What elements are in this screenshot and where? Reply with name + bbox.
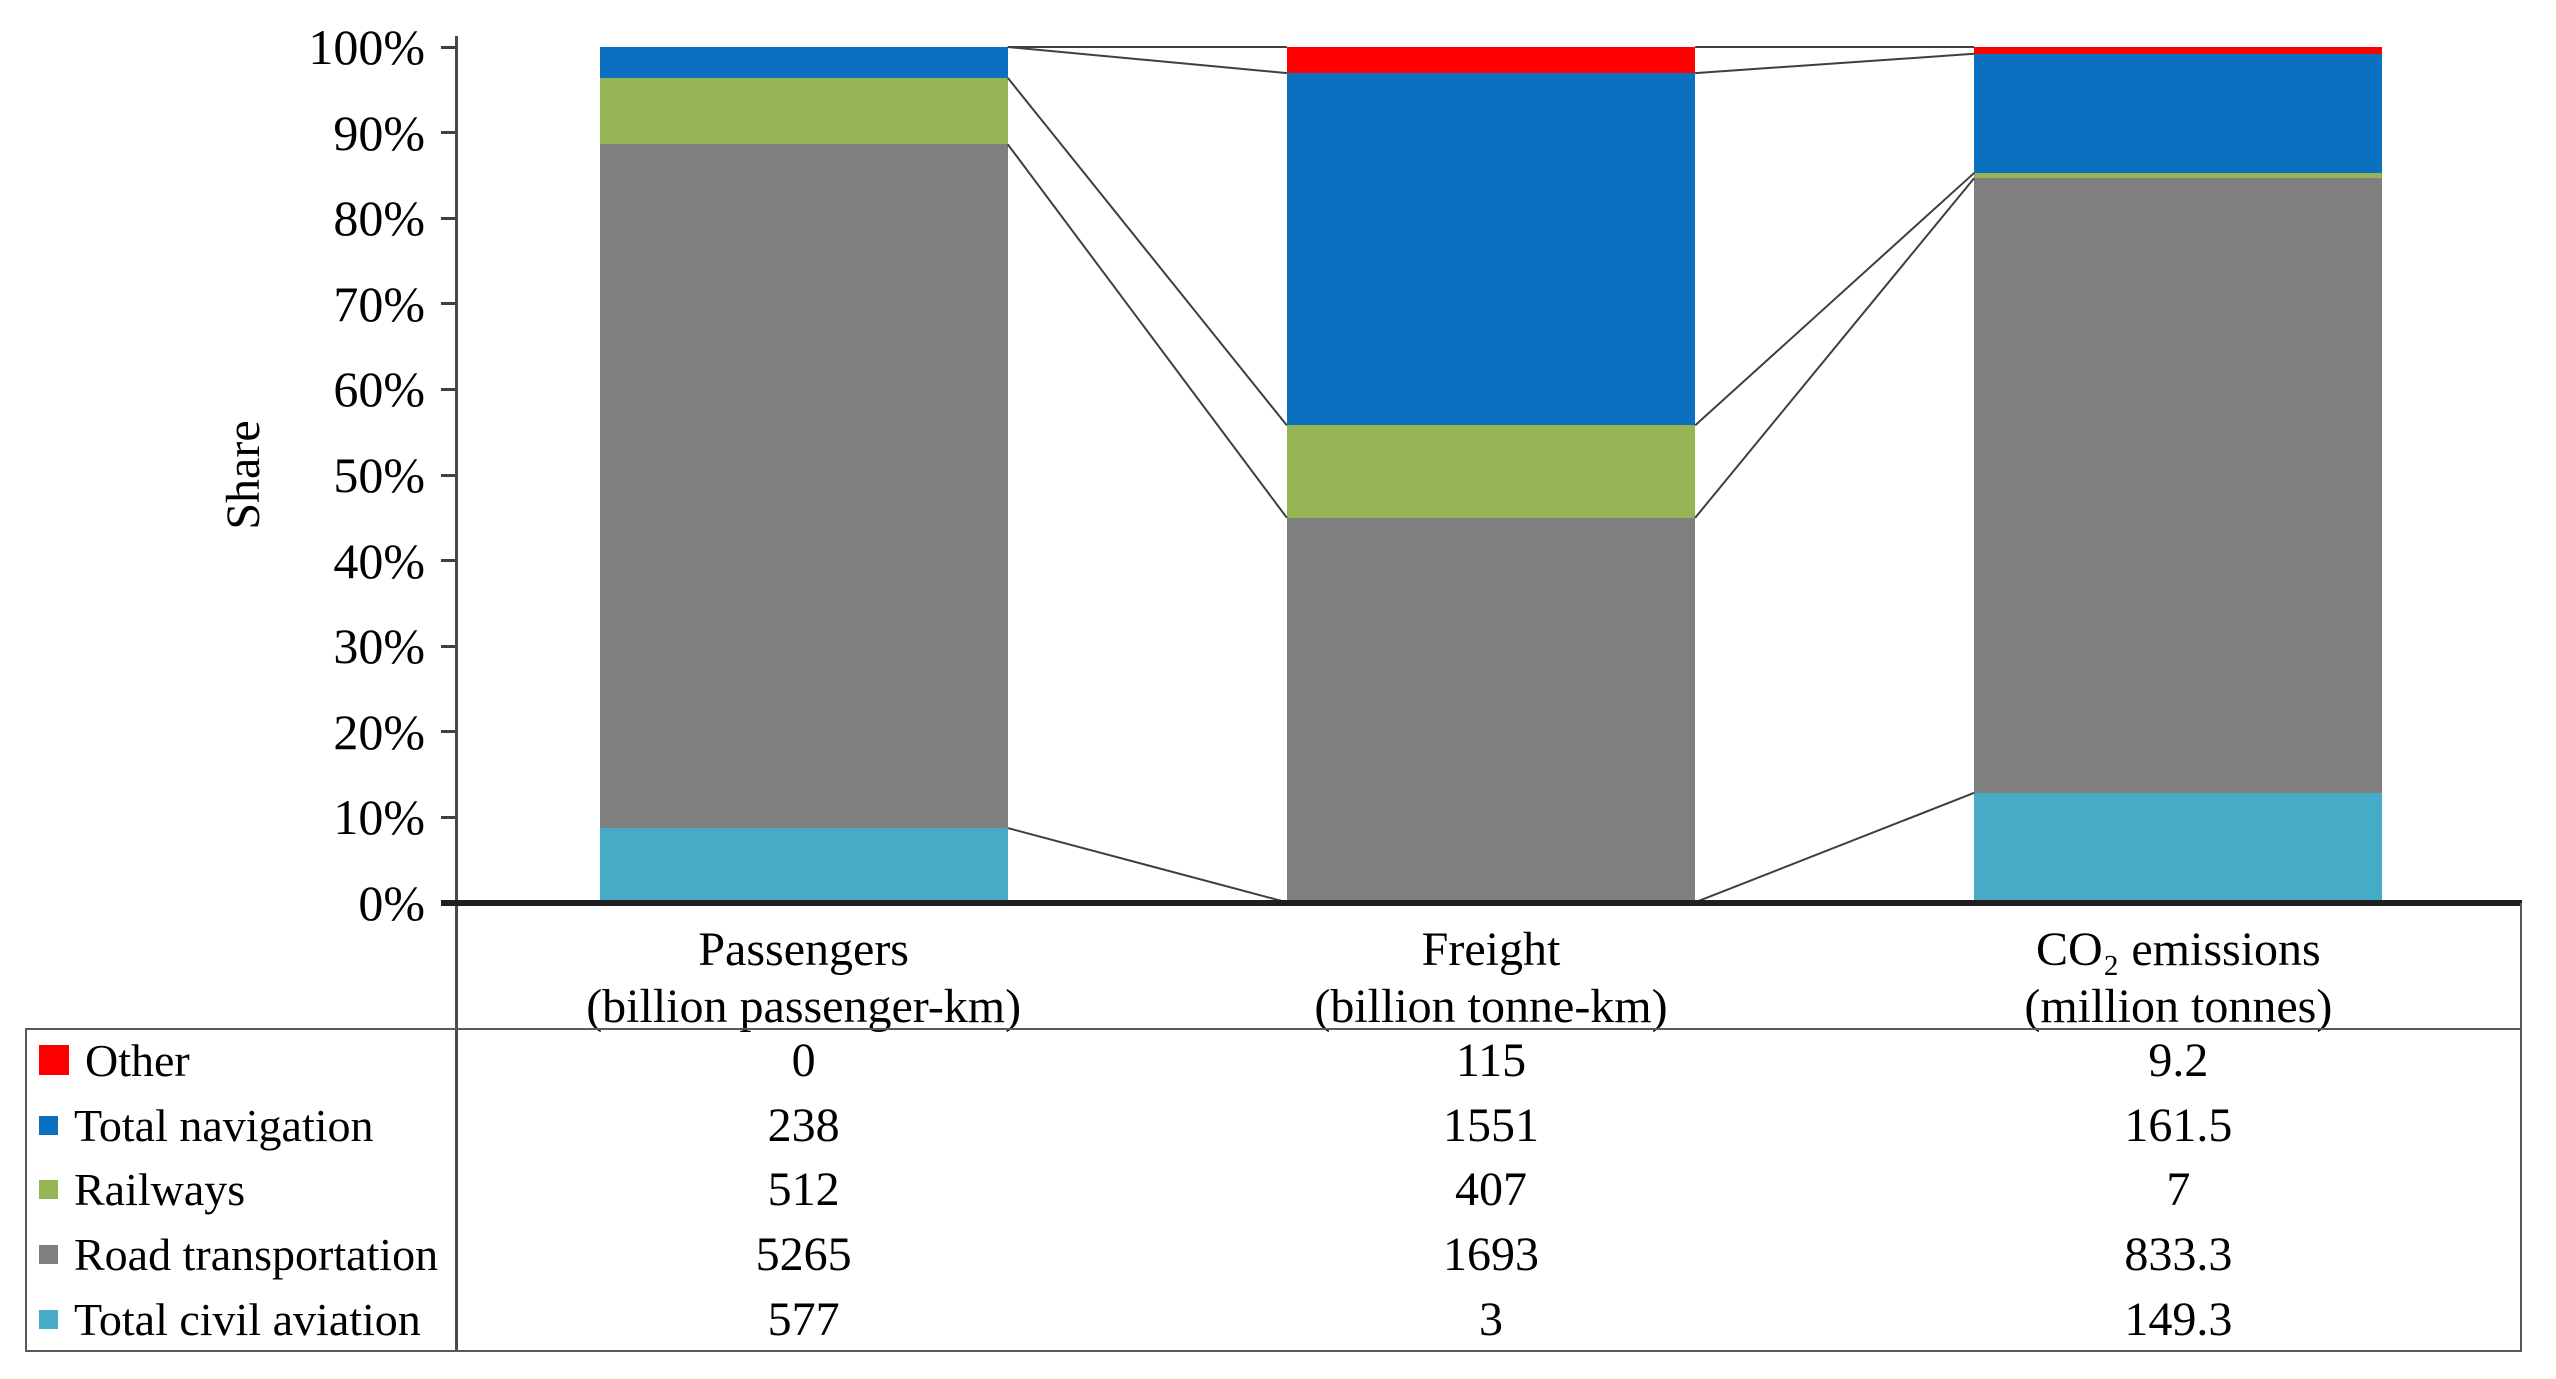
bar-segment-total-civil-aviation bbox=[1974, 792, 2383, 903]
table-top-border bbox=[25, 1028, 2522, 1030]
value-cell-total-navigation-freight: 1551 bbox=[1442, 1098, 1539, 1152]
value-cell-road-transportation-freight: 1693 bbox=[1442, 1228, 1539, 1282]
category-row-left-border bbox=[2520, 903, 2522, 1028]
value-cell-total-civil-aviation-co-emissions: 149.3 bbox=[2124, 1293, 2233, 1347]
value-cell-total-civil-aviation-freight: 3 bbox=[1478, 1293, 1503, 1347]
connector-line-road-transportation bbox=[1007, 143, 1288, 519]
table-left-border bbox=[25, 1028, 27, 1352]
y-axis-tick-label: 50% bbox=[333, 447, 425, 503]
bar-segment-total-navigation bbox=[599, 47, 1008, 78]
bar-segment-road-transportation bbox=[599, 144, 1008, 829]
y-axis-tick bbox=[441, 815, 455, 819]
y-axis-tick-label: 10% bbox=[333, 789, 425, 846]
legend-swatch-other bbox=[39, 1045, 69, 1076]
value-cell-road-transportation-passengers: 5265 bbox=[755, 1228, 852, 1282]
legend-label: Total civil aviation bbox=[74, 1294, 421, 1346]
x-axis-line bbox=[441, 900, 2522, 906]
connector-line-railways bbox=[1694, 172, 1975, 427]
legend-row-total-navigation: Total navigation bbox=[25, 1093, 455, 1158]
y-axis-tick-label: 40% bbox=[333, 532, 425, 589]
y-axis-tick-label: 20% bbox=[333, 703, 425, 760]
y-axis-tick bbox=[441, 131, 455, 135]
legend-row-other: Other bbox=[25, 1028, 455, 1093]
y-axis-tick bbox=[441, 302, 455, 306]
category-label-line1: Freight bbox=[1421, 923, 1561, 976]
bar-segment-other bbox=[1974, 47, 2383, 54]
bar-segment-total-navigation bbox=[1286, 73, 1696, 426]
bar-segment-railways bbox=[1286, 425, 1696, 518]
y-axis-tick-label: 30% bbox=[333, 618, 425, 675]
bar-segment-other bbox=[1286, 47, 1696, 74]
y-axis-tick-label: 60% bbox=[333, 361, 425, 418]
value-cell-other-passengers: 0 bbox=[791, 1033, 816, 1087]
y-axis-tick bbox=[441, 473, 455, 477]
y-axis-tick-label: 90% bbox=[333, 104, 425, 161]
bar-segment-railways bbox=[1974, 172, 2383, 179]
value-cell-railways-co-emissions: 7 bbox=[2166, 1163, 2191, 1217]
legend-row-total-civil-aviation: Total civil aviation bbox=[25, 1287, 455, 1352]
bar-segment-total-navigation bbox=[1974, 53, 2383, 173]
category-label-line2: (million tonnes) bbox=[2024, 980, 2333, 1033]
category-label-passengers: Passengers (billion passenger-km) bbox=[460, 921, 1147, 1035]
series-connector-lines bbox=[1007, 46, 1975, 904]
y-axis-tick bbox=[441, 45, 455, 49]
y-axis-tick-label: 70% bbox=[333, 275, 425, 332]
y-axis-tick-label: 80% bbox=[333, 190, 425, 247]
y-axis-line bbox=[455, 36, 458, 1352]
category-label-co-emissions: CO₂ emissions (million tonnes) bbox=[1835, 921, 2522, 1035]
legend-swatch-total-civil-aviation bbox=[39, 1310, 58, 1330]
value-cell-total-navigation-passengers: 238 bbox=[767, 1098, 840, 1152]
y-axis-tick-label: 0% bbox=[358, 875, 425, 931]
category-label-freight: Freight (billion tonne-km) bbox=[1147, 921, 1834, 1035]
connector-line-road-transportation bbox=[1694, 177, 1975, 519]
connector-line-railways bbox=[1007, 77, 1288, 427]
value-cell-road-transportation-co-emissions: 833.3 bbox=[2124, 1228, 2233, 1282]
table-bottom-border bbox=[25, 1350, 2522, 1352]
y-axis-tick bbox=[441, 387, 455, 391]
legend-swatch-road-transportation bbox=[39, 1245, 58, 1265]
connector-line-total-civil-aviation bbox=[1007, 827, 1288, 904]
category-label-line2: (billion tonne-km) bbox=[1314, 980, 1668, 1033]
category-label-line2: (billion passenger-km) bbox=[586, 980, 1022, 1033]
legend-label: Road transportation bbox=[74, 1229, 439, 1281]
y-axis-tick bbox=[441, 730, 455, 734]
table-right-border bbox=[2520, 1028, 2522, 1352]
value-cell-total-navigation-co-emissions: 161.5 bbox=[2124, 1098, 2233, 1152]
legend-row-road-transportation: Road transportation bbox=[25, 1222, 455, 1287]
value-cell-other-co-emissions: 9.2 bbox=[2148, 1033, 2209, 1087]
value-cell-railways-passengers: 512 bbox=[767, 1163, 840, 1217]
legend-swatch-railways bbox=[39, 1180, 58, 1200]
legend-label: Total navigation bbox=[74, 1099, 374, 1151]
y-axis-tick bbox=[441, 559, 455, 563]
legend-row-railways: Railways bbox=[25, 1158, 455, 1223]
value-cell-total-civil-aviation-passengers: 577 bbox=[767, 1293, 840, 1347]
y-axis-tick bbox=[441, 644, 455, 648]
connector-line-total-navigation bbox=[1695, 52, 1975, 75]
y-axis-tick-label: 100% bbox=[308, 19, 425, 75]
y-axis-tick bbox=[441, 216, 455, 220]
connector-line-total-civil-aviation bbox=[1694, 791, 1975, 904]
legend-label: Other bbox=[85, 1034, 190, 1086]
bar-segment-road-transportation bbox=[1286, 517, 1696, 903]
value-cell-railways-freight: 407 bbox=[1454, 1163, 1527, 1217]
value-cell-other-freight: 115 bbox=[1455, 1033, 1527, 1087]
category-label-line1: CO₂ emissions bbox=[2035, 923, 2321, 976]
legend-swatch-total-navigation bbox=[39, 1115, 58, 1135]
bar-segment-total-civil-aviation bbox=[599, 828, 1008, 903]
bar-segment-railways bbox=[599, 77, 1008, 145]
connector-line-total-navigation bbox=[1007, 46, 1287, 75]
legend-label: Railways bbox=[74, 1164, 246, 1216]
category-label-line1: Passengers bbox=[698, 923, 909, 976]
bar-segment-road-transportation bbox=[1974, 178, 2383, 793]
